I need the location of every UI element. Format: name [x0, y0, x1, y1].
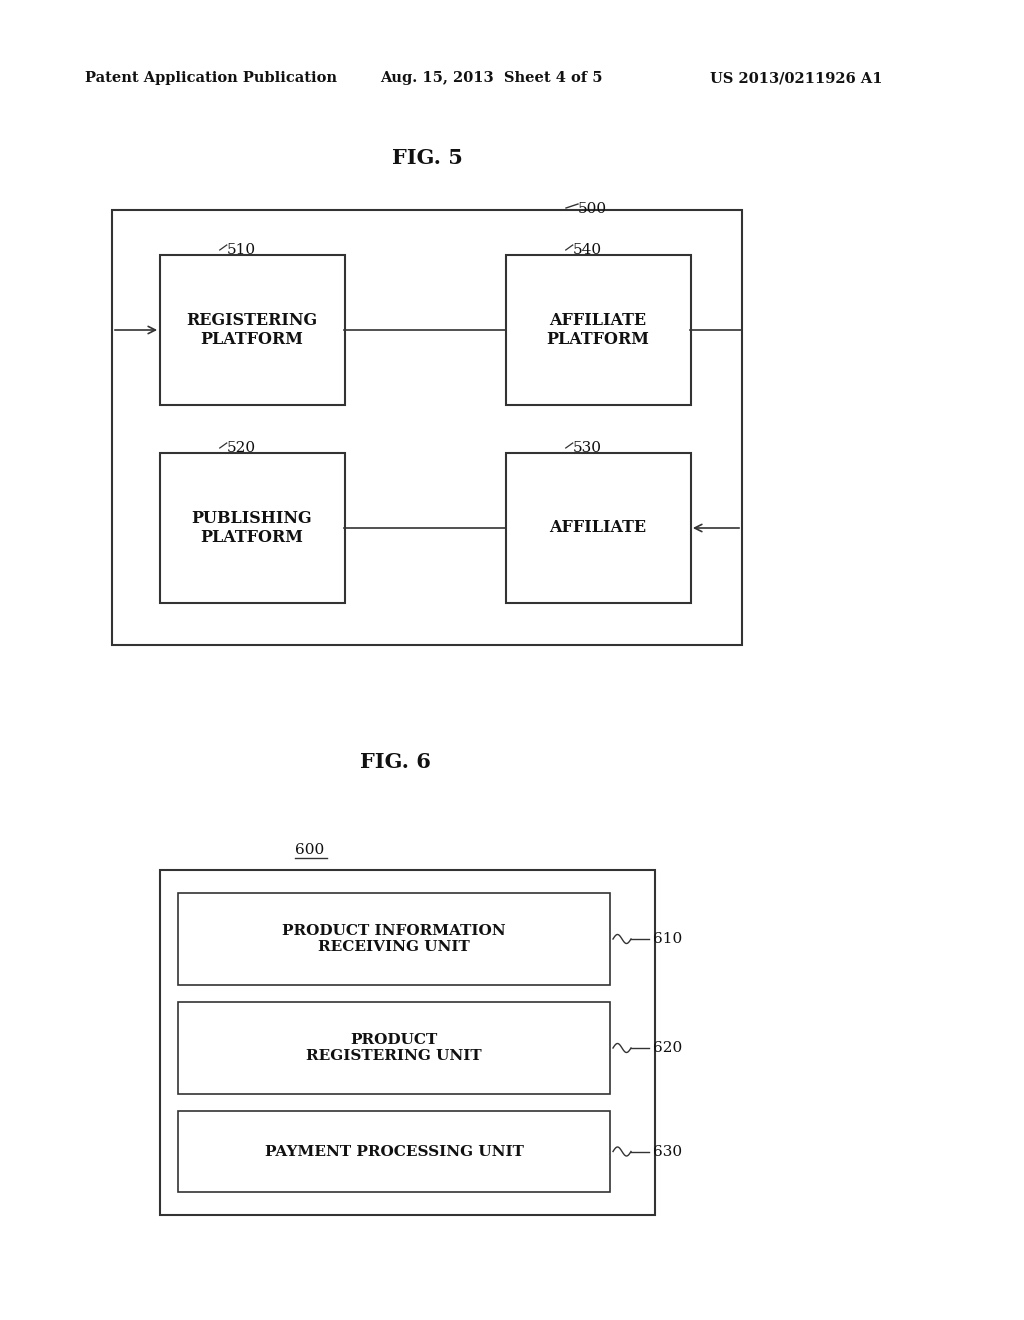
Bar — [160, 870, 655, 1214]
Text: 610: 610 — [653, 932, 682, 946]
Text: 540: 540 — [572, 243, 602, 257]
Text: PRODUCT INFORMATION
RECEIVING UNIT: PRODUCT INFORMATION RECEIVING UNIT — [283, 924, 506, 954]
Bar — [178, 1002, 610, 1094]
Bar — [178, 894, 610, 985]
Text: 530: 530 — [572, 441, 602, 455]
Text: Patent Application Publication: Patent Application Publication — [85, 71, 337, 84]
Bar — [160, 255, 345, 405]
Bar — [178, 1111, 610, 1192]
Bar — [160, 453, 345, 603]
Bar — [506, 453, 691, 603]
Text: 600: 600 — [295, 843, 325, 857]
Text: 510: 510 — [226, 243, 256, 257]
Bar — [506, 255, 691, 405]
Text: 520: 520 — [226, 441, 256, 455]
Text: REGISTERING
PLATFORM: REGISTERING PLATFORM — [186, 312, 317, 348]
Text: AFFILIATE: AFFILIATE — [550, 520, 646, 536]
Text: PUBLISHING
PLATFORM: PUBLISHING PLATFORM — [191, 510, 312, 546]
Text: Aug. 15, 2013  Sheet 4 of 5: Aug. 15, 2013 Sheet 4 of 5 — [380, 71, 602, 84]
Text: FIG. 6: FIG. 6 — [359, 752, 430, 772]
Text: AFFILIATE
PLATFORM: AFFILIATE PLATFORM — [547, 312, 649, 348]
Text: 630: 630 — [653, 1144, 682, 1159]
Text: 500: 500 — [578, 202, 607, 216]
Text: PRODUCT
REGISTERING UNIT: PRODUCT REGISTERING UNIT — [306, 1032, 482, 1063]
Text: FIG. 5: FIG. 5 — [391, 148, 463, 168]
Text: US 2013/0211926 A1: US 2013/0211926 A1 — [710, 71, 883, 84]
Bar — [112, 210, 742, 645]
Text: PAYMENT PROCESSING UNIT: PAYMENT PROCESSING UNIT — [264, 1144, 523, 1159]
Text: 620: 620 — [653, 1041, 682, 1055]
